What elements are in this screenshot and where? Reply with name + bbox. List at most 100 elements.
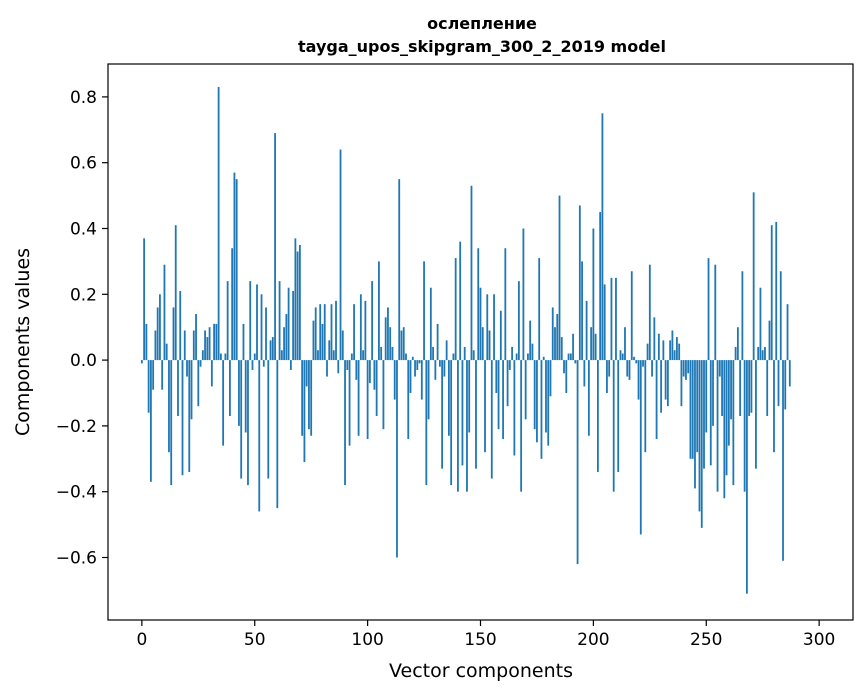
bar-160 (502, 360, 504, 440)
bar-229 (657, 333, 660, 361)
bar-139 (454, 258, 457, 361)
bar-221 (639, 360, 642, 535)
bar-22 (190, 360, 193, 420)
bar-227 (653, 317, 656, 361)
bar-268 (745, 360, 748, 594)
bar-216 (628, 360, 631, 380)
bar-6 (154, 330, 157, 361)
x-tick-label: 200 (577, 630, 609, 650)
bar-122 (416, 360, 419, 370)
bar-103 (373, 360, 376, 390)
bar-91 (346, 360, 349, 370)
x-tick-label: 250 (690, 630, 722, 650)
bar-232 (664, 360, 667, 400)
bar-167 (517, 281, 520, 361)
bar-156 (493, 294, 495, 361)
bar-145 (468, 360, 471, 433)
bar-281 (775, 221, 778, 361)
bar-117 (405, 353, 407, 361)
bar-115 (400, 330, 403, 361)
bar-143 (463, 346, 466, 361)
bar-96 (357, 360, 360, 436)
bar-153 (486, 294, 489, 361)
bar-179 (545, 360, 547, 433)
bar-57 (269, 340, 272, 361)
bar-186 (560, 337, 563, 361)
bar-183 (554, 327, 556, 361)
bar-237 (676, 337, 678, 361)
bar-219 (635, 360, 638, 364)
bar-111 (391, 346, 394, 361)
bar-287 (788, 360, 791, 387)
bar-210 (615, 277, 617, 361)
bar-83 (328, 340, 331, 361)
bar-265 (739, 360, 742, 417)
bar-127 (427, 360, 430, 420)
bar-74 (308, 360, 310, 430)
bar-97 (359, 294, 362, 361)
bar-95 (355, 360, 358, 380)
bar-68 (294, 238, 297, 361)
bar-157 (495, 360, 498, 393)
bar-155 (490, 360, 493, 479)
y-tick-label: −0.4 (56, 483, 97, 503)
bar-53 (260, 294, 263, 361)
bar-271 (752, 192, 755, 361)
bar-42 (235, 179, 238, 361)
bar-195 (581, 261, 583, 361)
bar-39 (229, 360, 231, 417)
bar-189 (567, 353, 570, 361)
y-tick-label: 0.6 (70, 154, 97, 174)
bar-9 (161, 360, 164, 390)
bar-118 (407, 360, 410, 440)
bar-63 (283, 327, 285, 361)
bar-233 (666, 360, 669, 407)
bar-109 (387, 307, 389, 361)
bar-253 (712, 360, 714, 426)
bar-199 (590, 327, 593, 361)
bar-18 (181, 360, 184, 476)
bar-225 (648, 264, 651, 361)
bar-254 (714, 264, 717, 361)
bar-176 (538, 258, 541, 361)
bar-207 (608, 360, 611, 377)
bar-151 (481, 327, 484, 361)
y-axis-label: Components values (12, 248, 34, 436)
bar-21 (188, 360, 191, 472)
bar-70 (298, 244, 301, 361)
x-tick-label: 150 (464, 630, 496, 650)
bar-64 (285, 314, 288, 361)
bar-40 (231, 248, 234, 361)
bar-273 (757, 346, 760, 361)
bar-261 (730, 360, 732, 420)
bar-13 (170, 360, 173, 486)
bar-213 (621, 353, 624, 361)
bar-99 (364, 300, 367, 361)
bar-37 (224, 353, 227, 361)
bar-230 (660, 360, 663, 413)
x-tick-label: 50 (244, 630, 266, 650)
bar-136 (447, 360, 450, 436)
bar-178 (542, 356, 545, 361)
bar-279 (770, 225, 773, 361)
bar-124 (420, 360, 423, 400)
bar-130 (434, 360, 437, 380)
bar-3 (147, 360, 150, 413)
bar-163 (508, 360, 511, 370)
bar-263 (734, 346, 737, 361)
chart-title: ослепление (427, 14, 537, 33)
bar-1 (143, 238, 146, 361)
bar-154 (488, 330, 491, 361)
bar-202 (596, 360, 599, 472)
bar-114 (398, 179, 401, 361)
bar-170 (524, 360, 527, 420)
bar-106 (380, 346, 383, 361)
y-tick-label: −0.2 (56, 417, 97, 437)
bar-80 (321, 323, 324, 361)
chart-subtitle: tayga_upos_skipgram_300_2_2019 model (298, 37, 666, 56)
bar-249 (703, 360, 705, 469)
y-tick-label: 0.4 (70, 219, 97, 239)
bar-251 (707, 258, 710, 361)
bar-259 (725, 360, 728, 476)
bar-120 (411, 356, 414, 361)
